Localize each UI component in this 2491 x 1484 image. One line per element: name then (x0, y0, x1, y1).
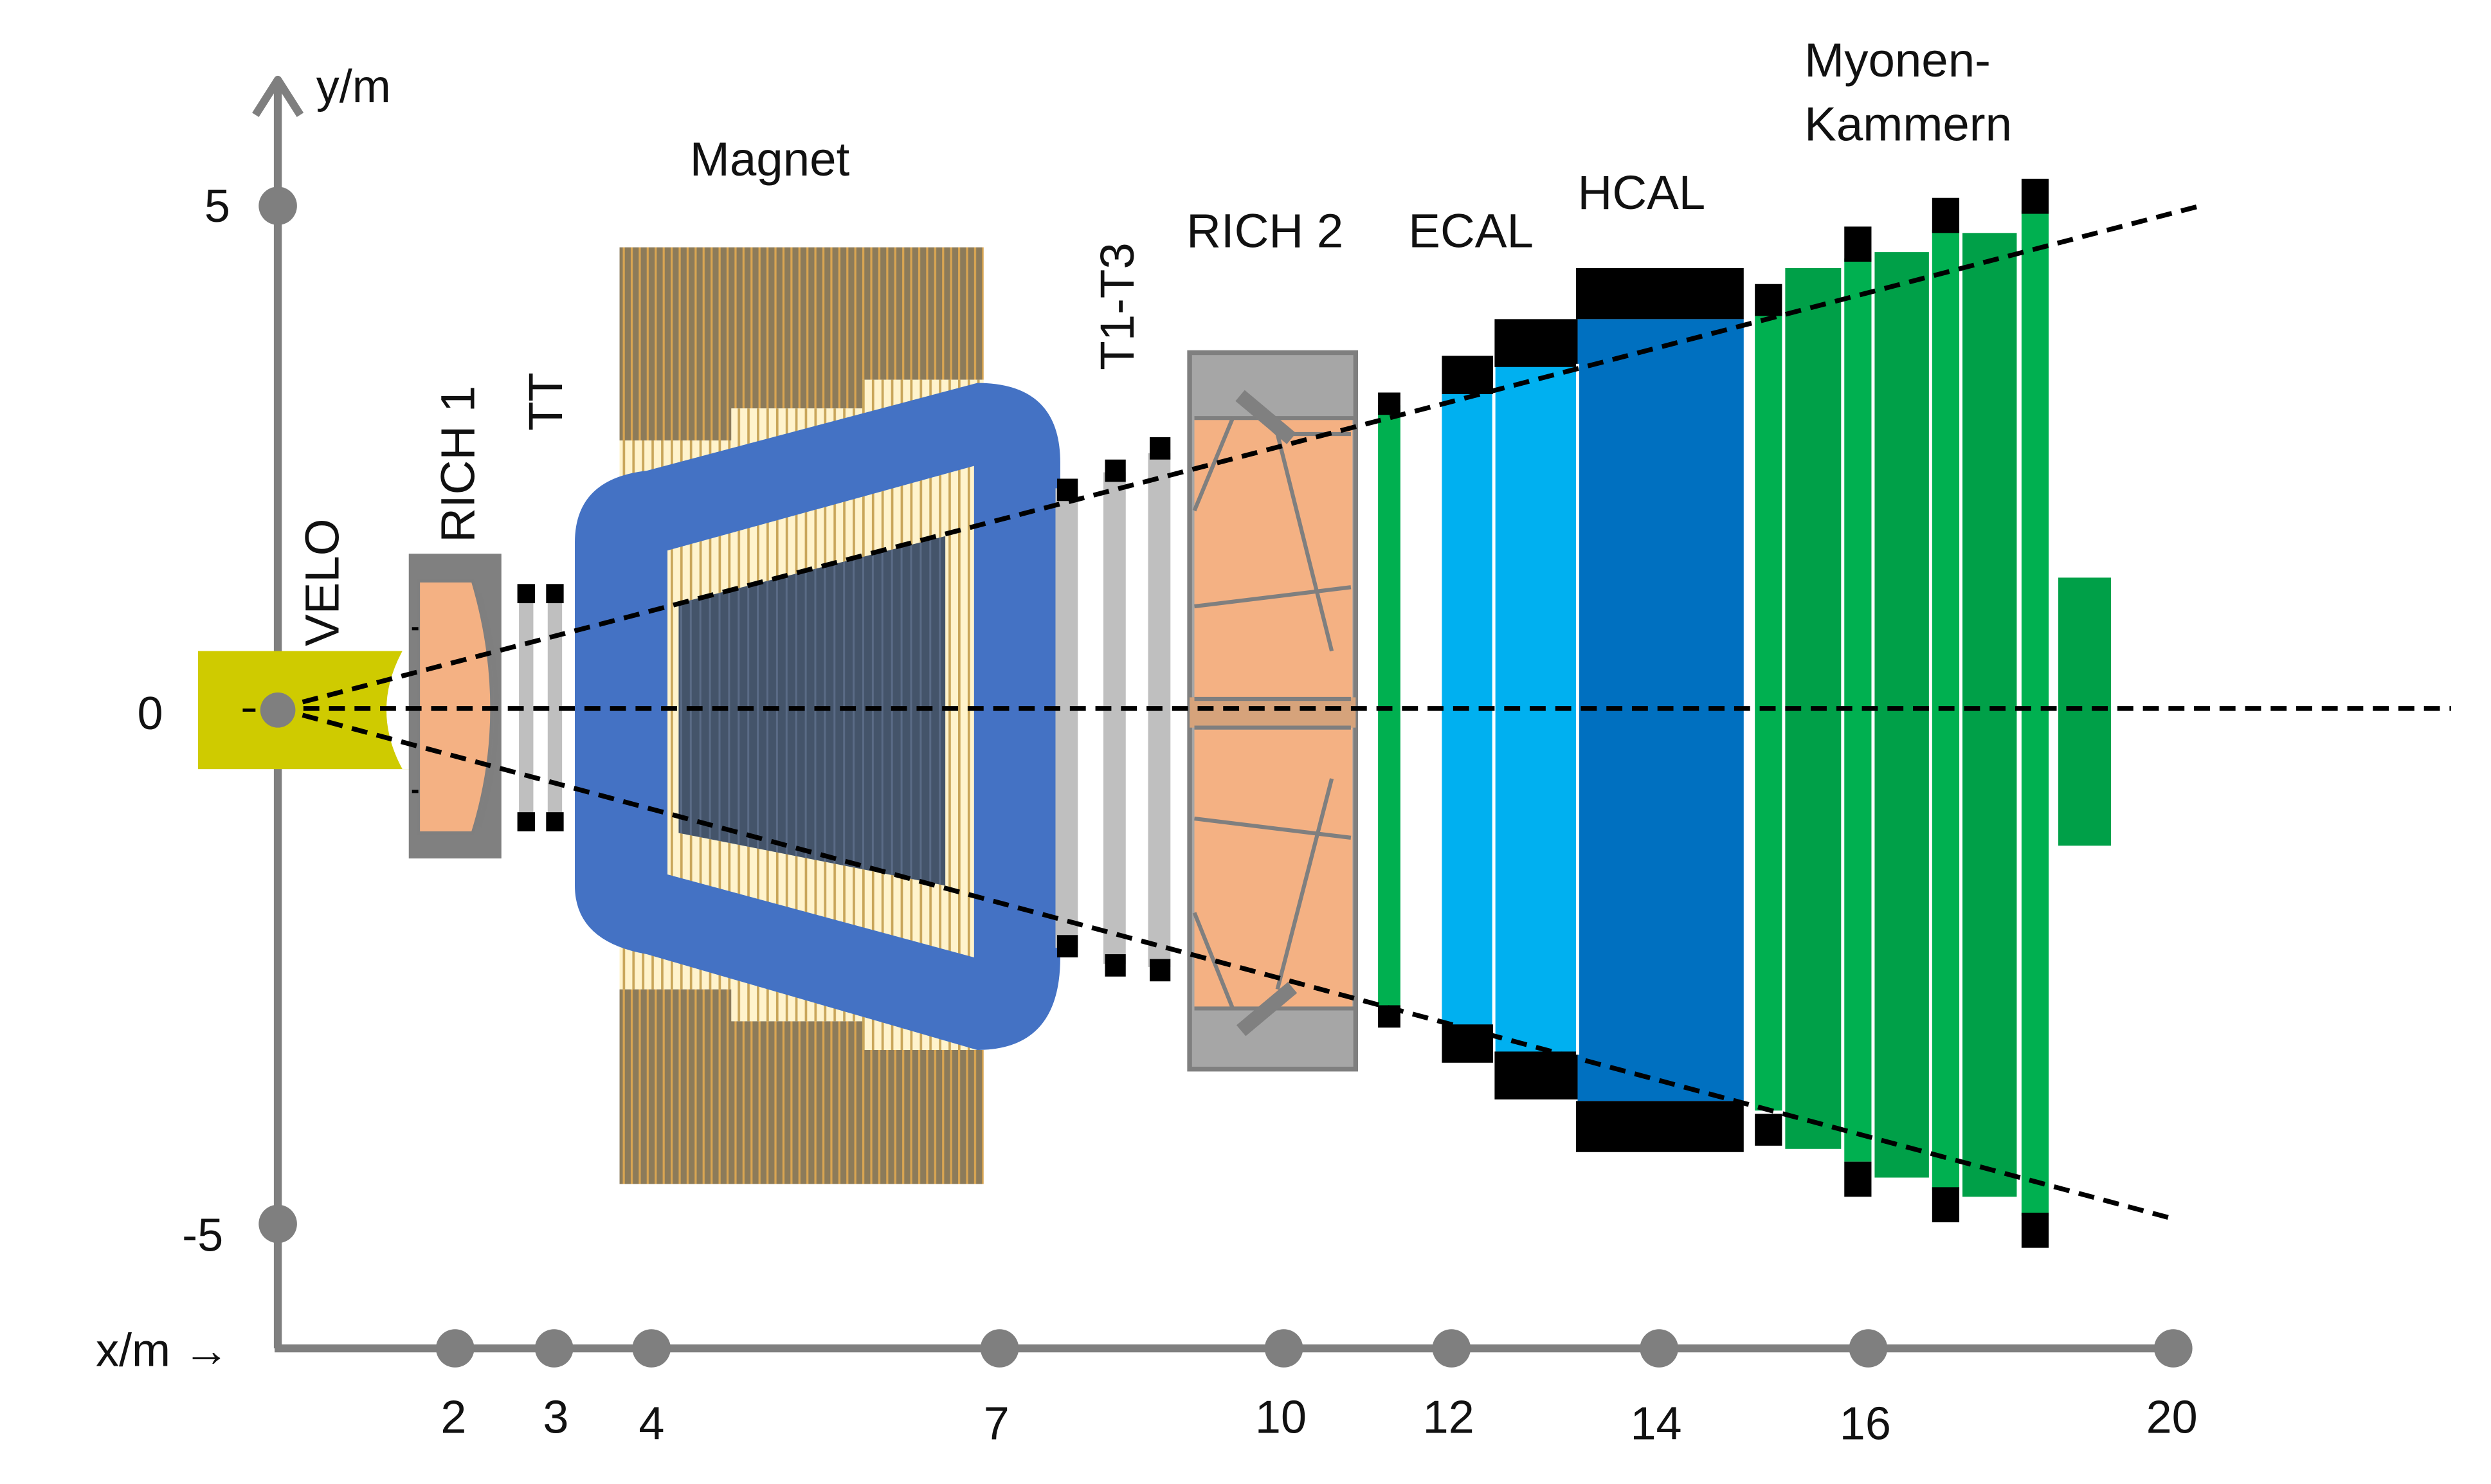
origin-marker (260, 692, 296, 728)
x-axis-label: x/m → (96, 1325, 230, 1376)
t-cap-1-top (1056, 478, 1078, 502)
velo-label: VELO (295, 518, 349, 646)
t-cap-3-top (1150, 437, 1171, 460)
y-tick-label-5: 5 (204, 181, 230, 232)
magnet-coil (575, 383, 1060, 1050)
x-tick-marker-3 (534, 1329, 574, 1368)
muon-station-1 (1755, 312, 1782, 1111)
rich2-detector (1187, 350, 1359, 1072)
muon-label-line2: Kammern (1804, 97, 2012, 150)
magnet-label: Magnet (690, 132, 850, 186)
t1-t3-label: T1-T3 (1091, 242, 1144, 370)
muon-label-line1: Myonen- (1804, 33, 1991, 87)
x-tick-marker-4 (632, 1329, 671, 1368)
x-tick-marker-16 (1849, 1329, 1888, 1368)
ecal-cap-back-top (1494, 319, 1578, 367)
hcal-label: HCAL (1578, 166, 1706, 219)
velo-cutout (386, 651, 412, 770)
muon-station-3-cap-top (1932, 197, 1960, 233)
x-tick-label-10: 10 (1255, 1392, 1307, 1443)
hcal-cap-bottom (1576, 1101, 1744, 1152)
y-axis-label: y/m (316, 61, 391, 113)
x-tick-label-16: 16 (1840, 1398, 1891, 1449)
rich2-mirror-top (1235, 390, 1296, 444)
magnet (575, 247, 1060, 1184)
tt-station-1 (519, 598, 534, 822)
y-axis-arrow-icon (252, 75, 304, 118)
rich2-midplane (1190, 697, 1356, 728)
muon-filter-3 (1962, 233, 2017, 1197)
t-station-1 (1055, 488, 1078, 948)
t-cap-2-top (1105, 459, 1126, 482)
tt-cap-1-top (517, 584, 535, 604)
magnet-core (678, 536, 946, 886)
tt-cap-1-bottom (517, 812, 535, 831)
t-cap-1-bottom (1056, 935, 1078, 958)
y-tick-label-minus5: -5 (182, 1210, 223, 1262)
rich2-mirror-bottom (1236, 982, 1298, 1036)
x-tick-marker-14 (1640, 1329, 1678, 1368)
y-tick-marker-minus5 (258, 1204, 297, 1244)
ecal-cap-back-bottom (1494, 1051, 1578, 1099)
preshower-cap-top (1378, 392, 1400, 415)
x-tick-label-3: 3 (543, 1392, 568, 1443)
rich2-gas-lower (1194, 727, 1353, 1009)
x-tick-label-2: 2 (440, 1392, 466, 1443)
muon-station-3-cap-bottom (1932, 1187, 1960, 1222)
t-cap-3-bottom (1150, 959, 1171, 982)
muon-station-2-cap-top (1844, 226, 1872, 262)
tt-label: TT (519, 372, 572, 431)
t-station-2 (1103, 472, 1126, 964)
x-tick-marker-20 (2154, 1329, 2193, 1368)
x-tick-label-20: 20 (2146, 1392, 2198, 1443)
y-tick-label-0: 0 (138, 688, 163, 739)
x-tick-marker-12 (1432, 1329, 1471, 1368)
magnet-yoke-lower (619, 989, 984, 1184)
t-cap-2-bottom (1105, 954, 1126, 977)
tt-cap-2-bottom (546, 812, 564, 831)
rich1-gas-volume (417, 579, 494, 835)
y-tick-marker-5 (258, 186, 297, 225)
x-tick-marker-2 (435, 1329, 475, 1368)
x-tick-label-14: 14 (1630, 1398, 1681, 1449)
rich1-label: RICH 1 (431, 386, 485, 543)
x-tick-marker-10 (1264, 1329, 1303, 1368)
tt-station-2 (547, 598, 563, 822)
rich2-gas-upper (1194, 418, 1353, 699)
hcal-cap-top (1576, 267, 1744, 320)
ecal-cap-front-top (1442, 356, 1493, 394)
acceptance-lines (277, 203, 2451, 1220)
muon-station-2-cap-bottom (1844, 1161, 1872, 1197)
x-tick-label-4: 4 (639, 1398, 664, 1449)
x-tick-label-12: 12 (1423, 1392, 1474, 1443)
muon-station-4-cap-top (2021, 178, 2049, 214)
acceptance-lower-line (277, 706, 2169, 1220)
muon-filter-2 (1874, 252, 1929, 1178)
t1-t3-trackers (1055, 437, 1171, 982)
tt-tracker (517, 584, 564, 831)
x-tick-marker-7 (980, 1329, 1019, 1368)
magnet-yoke-upper (619, 247, 984, 440)
muon-beam-plug (2058, 577, 2111, 846)
muon-station-1-cap-top (1755, 284, 1782, 316)
ecal-label: ECAL (1408, 204, 1534, 258)
rich2-label: RICH 2 (1186, 204, 1343, 258)
muon-station-4-cap-bottom (2021, 1213, 2049, 1248)
muon-station-1-cap-bottom (1755, 1114, 1782, 1146)
muon-chambers (1755, 178, 2111, 1248)
rich1-detector (408, 554, 502, 859)
tt-cap-2-top (546, 584, 564, 604)
x-tick-label-7: 7 (984, 1398, 1010, 1449)
muon-station-4 (2021, 210, 2049, 1217)
